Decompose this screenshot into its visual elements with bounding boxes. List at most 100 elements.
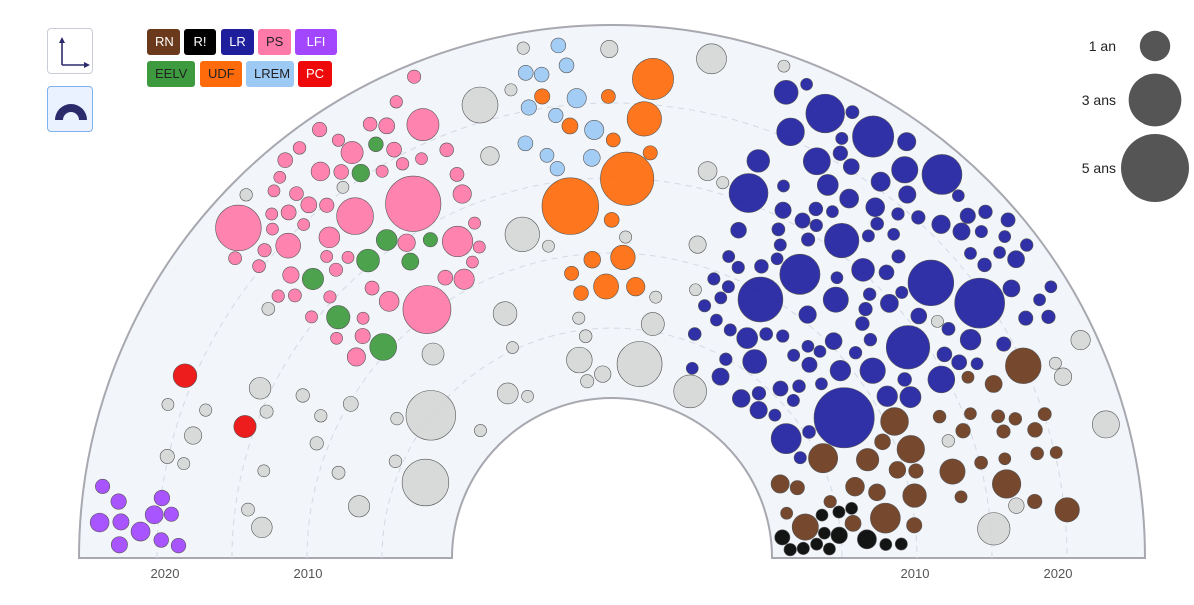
seat-bubble-udf [605, 132, 621, 148]
seat-bubble-udf [603, 212, 620, 228]
legend-item-lr[interactable]: LR [221, 29, 254, 55]
seat-bubble-other [241, 502, 255, 517]
seat-bubble-lr [776, 329, 790, 343]
seat-bubble-lr [885, 325, 931, 370]
seat-bubble-udf [541, 177, 599, 235]
seat-bubble-lrem [584, 119, 605, 140]
seat-bubble-pc [172, 363, 198, 388]
axes-view-button[interactable] [47, 28, 93, 74]
seat-bubble-lr [974, 225, 988, 239]
seat-bubble-r [894, 537, 908, 551]
seat-bubble-ps [453, 268, 475, 290]
seat-bubble-lr [954, 277, 1005, 329]
seat-bubble-ps [407, 69, 422, 84]
seat-bubble-lr [792, 379, 806, 393]
legend-item-r[interactable]: R! [184, 29, 216, 55]
seat-bubble-udf [573, 285, 589, 301]
seat-bubble-rn [868, 483, 886, 502]
seat-bubble-lr [959, 329, 982, 351]
seat-bubble-lr [822, 286, 849, 313]
legend-item-lrem[interactable]: LREM [246, 61, 294, 87]
seat-bubble-other [521, 389, 534, 403]
seat-bubble-lr [776, 117, 805, 147]
seat-bubble-lr [721, 280, 735, 294]
seat-bubble-lfi [144, 505, 164, 525]
legend-item-udf[interactable]: UDF [200, 61, 242, 87]
seat-bubble-lr [876, 385, 898, 407]
seat-bubble-rn [996, 424, 1011, 439]
seat-bubble-ps [273, 171, 287, 184]
seat-bubble-udf [534, 88, 551, 105]
seat-bubble-lr [786, 393, 800, 407]
seat-bubble-udf [593, 273, 619, 300]
seat-bubble-rn [932, 409, 947, 424]
seat-bubble-other [390, 412, 404, 426]
seat-bubble-other [309, 436, 324, 451]
seat-bubble-rn [888, 461, 907, 479]
seat-bubble-ps [228, 251, 242, 266]
seat-bubble-ps [265, 207, 279, 221]
legend-item-lfi[interactable]: LFI [295, 29, 337, 55]
seat-bubble-lfi [153, 489, 171, 507]
seat-bubble-rn [844, 514, 862, 532]
seat-bubble-ps [257, 243, 272, 258]
seat-bubble-lr [774, 201, 792, 219]
seat-bubble-other [497, 382, 519, 405]
seat-bubble-r [810, 537, 824, 551]
seat-bubble-lr [832, 145, 848, 161]
legend-item-eelv[interactable]: EELV [147, 61, 195, 87]
seat-bubble-ps [280, 204, 297, 221]
seat-bubble-other [161, 398, 175, 411]
seat-bubble-ps [439, 142, 454, 158]
seat-bubble-rn [808, 443, 839, 474]
seat-bubble-ps [310, 161, 331, 182]
size-legend-label: 1 an [1089, 38, 1116, 54]
seat-bubble-ps [452, 184, 472, 204]
seat-bubble-other [314, 409, 328, 423]
seat-bubble-lr [710, 313, 723, 327]
seat-bubble-rn [1030, 446, 1044, 461]
seat-bubble-ps [319, 197, 335, 213]
seat-bubble-eelv [301, 268, 324, 290]
seat-bubble-other [1053, 367, 1073, 386]
seat-bubble-other [259, 404, 274, 419]
seat-bubble-lrem [558, 57, 575, 74]
seat-bubble-lr [746, 149, 770, 173]
seat-bubble-lr [754, 259, 769, 274]
seat-bubble-ps [333, 164, 349, 180]
seat-bubble-lr [927, 365, 956, 394]
seat-bubble-lr [1018, 310, 1034, 326]
seat-bubble-lr [770, 423, 802, 455]
seat-bubble-udf [632, 58, 674, 100]
seat-bubble-lfi [163, 506, 179, 522]
seat-bubble-lr [891, 249, 906, 264]
axis-tick-label: 2010 [294, 566, 323, 581]
seat-bubble-r [783, 543, 797, 557]
seat-bubble-ps [288, 288, 302, 303]
seat-bubble-rn [955, 423, 971, 439]
seat-bubble-ps [395, 157, 410, 171]
seat-bubble-lr [711, 367, 730, 386]
legend-item-ps[interactable]: PS [258, 29, 291, 55]
seat-bubble-rn [791, 513, 819, 541]
seat-bubble-lfi [112, 513, 130, 531]
seat-bubble-lrem [517, 65, 534, 81]
hemicycle-view-button[interactable] [47, 86, 93, 132]
seat-bubble-other [1070, 330, 1091, 351]
seat-bubble-lr [863, 333, 878, 347]
seat-bubble-ps [449, 167, 465, 182]
legend-item-rn[interactable]: RN [147, 29, 180, 55]
seat-bubble-rn [1005, 347, 1042, 384]
seat-bubble-other [716, 176, 730, 190]
seat-bubble-other [689, 283, 702, 297]
seat-bubble-r [815, 508, 829, 522]
seat-bubble-other [421, 342, 445, 366]
seat-bubble-lfi [110, 536, 128, 554]
seat-bubble-lr [998, 230, 1012, 243]
seat-bubble-lr [1033, 293, 1046, 307]
seat-bubble-eelv [326, 305, 351, 330]
seat-bubble-other [673, 374, 707, 409]
seat-bubble-ps [472, 240, 486, 254]
legend-item-pc[interactable]: PC [298, 61, 332, 87]
seat-bubble-lr [768, 408, 782, 422]
